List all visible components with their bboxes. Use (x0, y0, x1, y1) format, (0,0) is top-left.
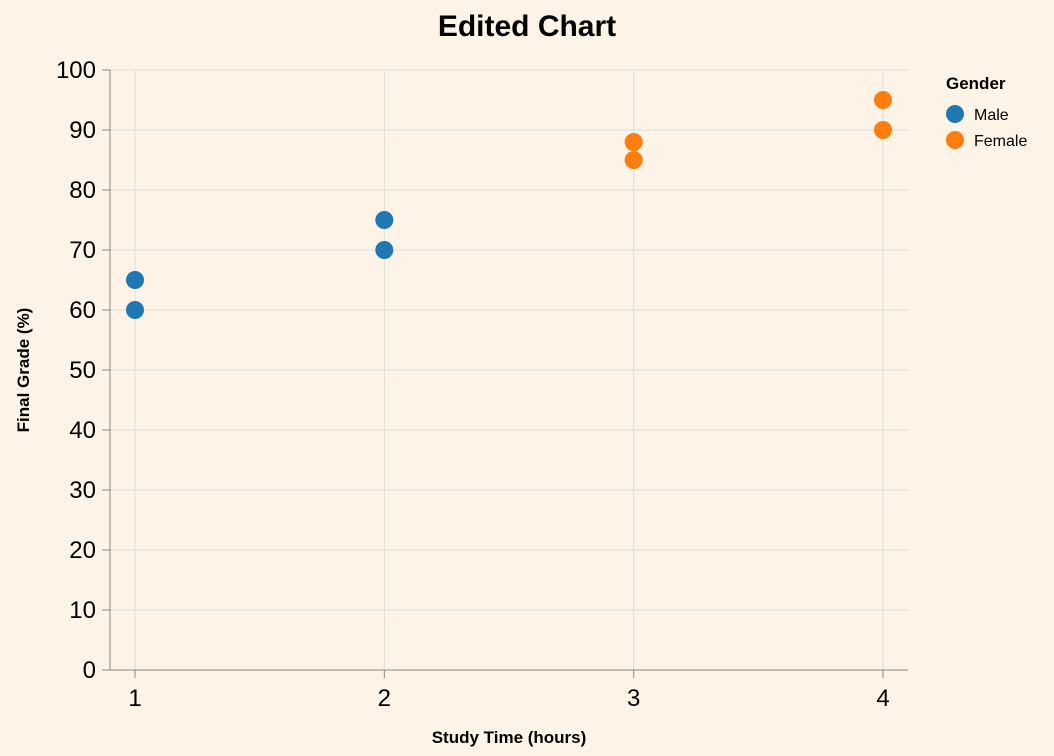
data-point-female (874, 91, 892, 109)
legend-title: Gender (946, 74, 1006, 93)
x-axis-title: Study Time (hours) (432, 728, 587, 747)
legend-label-male: Male (974, 107, 1009, 124)
x-axis: 1 2 3 4 (110, 669, 908, 712)
legend-label-female: Female (974, 133, 1027, 150)
data-point-male (375, 211, 394, 229)
y-tick-label: 20 (69, 537, 96, 564)
y-tick-label: 0 (83, 657, 96, 684)
data-points (126, 91, 892, 319)
legend-symbol-female (946, 131, 964, 149)
y-axis-title: Final Grade (%) (14, 308, 33, 433)
legend-symbol-male (946, 105, 964, 123)
y-axis: 0 10 20 30 40 50 60 70 80 90 100 (56, 57, 111, 684)
y-tick-label: 40 (69, 417, 96, 444)
data-point-female (874, 121, 892, 139)
data-point-female (624, 151, 643, 169)
y-tick-label: 30 (69, 477, 96, 504)
data-point-male (375, 241, 394, 259)
x-tick-label: 4 (876, 685, 889, 712)
y-tick-label: 50 (69, 357, 96, 384)
y-tick-label: 70 (69, 237, 96, 264)
chart-title: Edited Chart (438, 10, 616, 43)
y-tick-label: 10 (69, 597, 96, 624)
y-tick-label: 100 (56, 57, 96, 84)
x-tick-label: 1 (128, 685, 141, 712)
data-point-male (126, 301, 144, 319)
data-point-male (126, 271, 144, 289)
data-point-female (624, 133, 643, 151)
y-tick-label: 80 (69, 177, 96, 204)
x-tick-label: 2 (378, 685, 391, 712)
y-tick-label: 90 (69, 117, 96, 144)
x-tick-label: 3 (627, 685, 640, 712)
legend: Gender Male Female (946, 74, 1027, 150)
y-tick-label: 60 (69, 297, 96, 324)
grid (110, 69, 908, 671)
